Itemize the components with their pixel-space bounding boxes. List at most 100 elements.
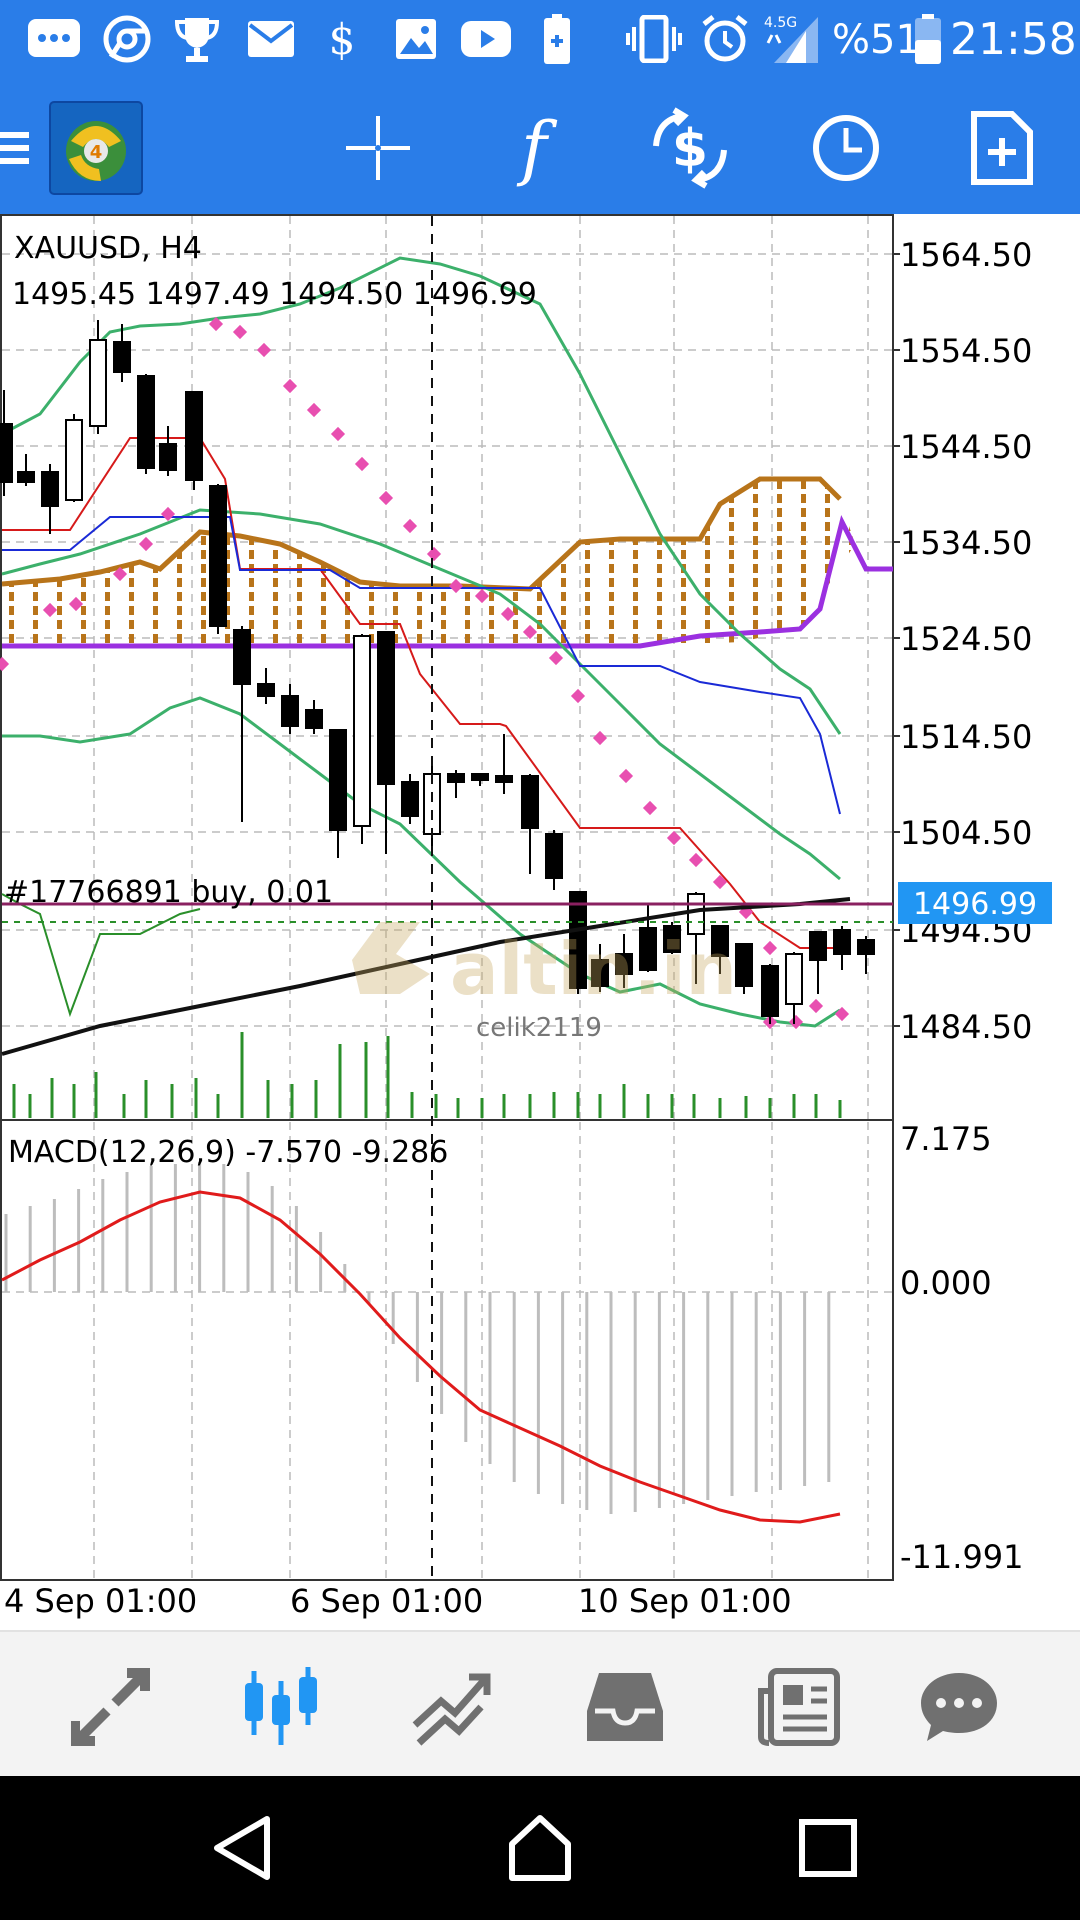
price-axis-label: 1554.50 xyxy=(900,332,1032,370)
sar-dot xyxy=(618,768,634,784)
time-axis-label: 10 Sep 01:00 xyxy=(578,1582,792,1620)
timeframe-icon[interactable] xyxy=(798,100,894,196)
network-type-label: 4.5G xyxy=(764,15,797,31)
trade-icon[interactable]: $ xyxy=(642,100,738,196)
candle-body xyxy=(857,939,875,955)
candle-body xyxy=(639,927,657,971)
ichimoku-cloud-edge xyxy=(1,476,842,592)
sar-dot xyxy=(0,656,10,672)
chart-area[interactable]: altin.in celik2119 XAUUSD, H4 1495.45 14… xyxy=(0,214,1080,1630)
sar-dot xyxy=(474,588,490,604)
macd-axis: 7.175 0.000 -11.991 xyxy=(900,1120,1024,1576)
price-axis-label: 1514.50 xyxy=(900,718,1032,756)
sar-dot xyxy=(426,546,442,562)
chart-icon[interactable] xyxy=(226,1652,336,1762)
sar-dot xyxy=(642,800,658,816)
macd-frame xyxy=(0,1119,894,1581)
sar-dot xyxy=(788,1014,804,1030)
candle-body xyxy=(495,775,513,783)
sar-dot xyxy=(306,402,322,418)
parabolic-sar xyxy=(0,316,850,1030)
candle-body xyxy=(41,471,59,507)
sar-dot xyxy=(762,940,778,956)
candle-body xyxy=(65,419,83,501)
trade-nav-icon[interactable] xyxy=(398,1652,508,1762)
recents-icon[interactable] xyxy=(778,1798,878,1898)
bollinger-lower xyxy=(2,696,841,1028)
blue-line xyxy=(2,516,841,815)
sms-icon xyxy=(26,14,82,64)
home-icon[interactable] xyxy=(490,1798,590,1898)
system-nav xyxy=(0,1776,1080,1920)
candle-body xyxy=(305,709,323,729)
bollinger-middle xyxy=(1,508,841,881)
candle-body xyxy=(353,635,371,827)
candle-body xyxy=(209,485,227,627)
candlesticks xyxy=(0,320,875,1024)
candle-body xyxy=(113,341,131,373)
candle-body xyxy=(377,631,395,785)
sar-dot xyxy=(330,426,346,442)
candle-body xyxy=(257,683,275,697)
bollinger-upper xyxy=(1,256,842,735)
indicators-icon[interactable]: f xyxy=(486,100,582,196)
ohlc-label: 1495.45 1497.49 1494.50 1496.99 xyxy=(12,277,537,312)
chrome-icon xyxy=(102,14,152,64)
vibrate-icon xyxy=(626,14,682,64)
new-order-icon[interactable] xyxy=(954,100,1050,196)
battery-percent: %51 xyxy=(832,17,921,63)
macd-label: MACD(12,26,9) -7.570 -9.286 xyxy=(8,1135,448,1170)
candle-body xyxy=(329,729,347,831)
sar-dot xyxy=(808,998,824,1014)
candle-body xyxy=(615,953,633,975)
back-icon[interactable] xyxy=(192,1798,292,1898)
sar-dot xyxy=(42,602,58,618)
sar-dot xyxy=(666,830,682,846)
sar-dot xyxy=(448,578,464,594)
metatrader-logo-icon[interactable]: 4 xyxy=(48,100,144,196)
logo-badge: 4 xyxy=(90,142,103,163)
macd-histogram xyxy=(4,1162,831,1514)
sar-dot xyxy=(160,506,176,522)
sar-dot xyxy=(282,378,298,394)
chat-icon[interactable] xyxy=(904,1652,1014,1762)
status-bar: $ 4.5G %51 21:58 xyxy=(0,0,1080,80)
menu-icon[interactable] xyxy=(0,100,42,196)
price-axis-label: 1534.50 xyxy=(900,524,1032,562)
macd-signal-line xyxy=(1,1190,841,1524)
candle-body xyxy=(591,959,609,987)
price-axis-label: 1504.50 xyxy=(900,814,1032,852)
signal-icon: 4.5G xyxy=(764,14,820,64)
candle-body xyxy=(471,773,489,781)
macd-axis-label: -11.991 xyxy=(900,1538,1024,1576)
candle-body xyxy=(711,925,729,957)
green-oscillator-line xyxy=(1,893,201,1018)
candle-body xyxy=(17,471,35,483)
sar-dot xyxy=(112,566,128,582)
svg-text:$: $ xyxy=(672,119,708,179)
candle-body xyxy=(545,833,563,879)
crosshair-icon[interactable] xyxy=(330,100,426,196)
sar-dot xyxy=(522,624,538,640)
history-icon[interactable] xyxy=(570,1652,680,1762)
candle-body xyxy=(401,781,419,817)
candle-body xyxy=(0,423,13,483)
candle-body xyxy=(281,695,299,727)
sar-dot xyxy=(688,852,704,868)
sar-dot xyxy=(570,688,586,704)
price-axis-label: 1544.50 xyxy=(900,428,1032,466)
black-moving-average xyxy=(1,897,851,1056)
time-axis: 4 Sep 01:00 6 Sep 01:00 10 Sep 01:00 xyxy=(4,1582,792,1620)
candle-body xyxy=(137,375,155,469)
symbol-timeframe-label: XAUUSD, H4 xyxy=(14,231,202,266)
battery-icon xyxy=(914,14,942,64)
candle-body xyxy=(761,965,779,1017)
quotes-icon[interactable] xyxy=(56,1652,166,1762)
price-axis-label: 1564.50 xyxy=(900,236,1032,274)
order-label: #17766891 buy, 0.01 xyxy=(4,875,333,910)
current-price-label: 1496.99 xyxy=(913,887,1037,922)
candle-body xyxy=(833,929,851,955)
news-icon[interactable] xyxy=(744,1652,854,1762)
watermark-user: celik2119 xyxy=(476,1013,602,1043)
candle-body xyxy=(663,925,681,953)
